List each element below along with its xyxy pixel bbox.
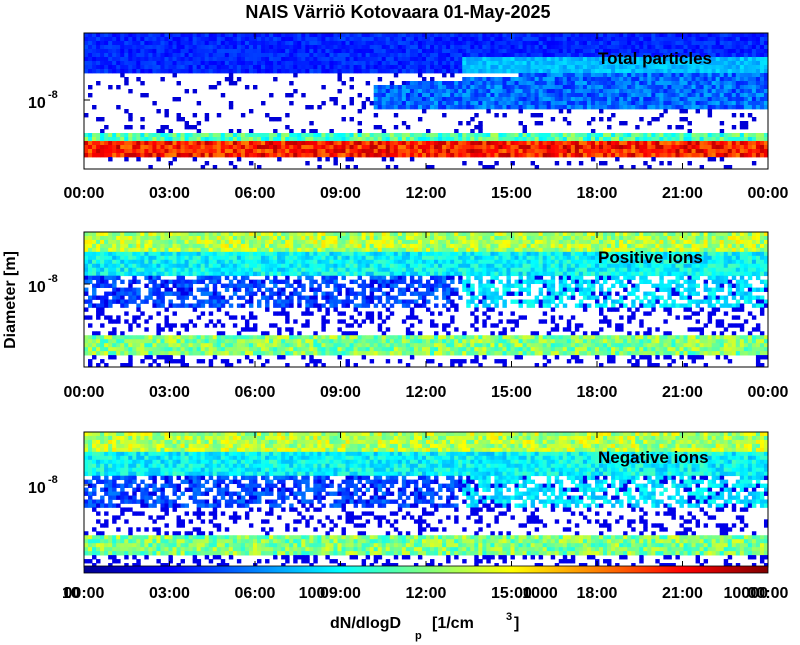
colorbar-label-close: ] [514,615,519,632]
x-tick-label: 09:00 [320,585,361,602]
y-tick-exponent: -8 [48,89,58,101]
x-tick-label: 00:00 [748,585,789,602]
panel-3: 00:00 03:00 06:00 09:00 12:00 15:00 18:00 21:00… [28,431,789,602]
x-tick-label: 12:00 [406,384,447,401]
panel-label: Total particles [598,49,712,68]
chart-title: NAIS Värriö Kotovaara 01-May-2025 [245,2,550,22]
panel-label: Negative ions [598,448,709,467]
panel-label: Positive ions [598,248,703,267]
x-tick-label: 18:00 [577,185,618,202]
x-tick-label: 00:00 [748,384,789,401]
x-tick-label: 00:00 [64,185,105,202]
colorbar-label-sub: p [415,630,422,642]
y-tick-label: 10 [28,279,46,296]
x-tick-label: 15:00 [491,384,532,401]
y-tick-label: 10 [28,480,46,497]
heatmap-1 [84,33,768,169]
x-tick-label: 00:00 [64,585,105,602]
panel-1: 00:00 03:00 06:00 09:00 12:00 15:00 18:00 21:00… [28,32,789,202]
y-tick-exponent: -8 [48,474,58,486]
x-tick-label: 21:00 [662,585,703,602]
colorbar-label-unit: [1/cm [432,615,474,632]
x-tick-label: 09:00 [320,384,361,401]
colorbar-bar [83,565,769,574]
colorbar-tick-label: 10000 [724,585,769,602]
panel-2: 00:00 03:00 06:00 09:00 12:00 15:00 18:00 21:00… [28,231,789,401]
colorbar-tick-label: 1000 [522,585,558,602]
x-tick-label: 15:00 [491,585,532,602]
y-tick-label: 10 [28,95,46,112]
x-tick-label: 18:00 [577,585,618,602]
x-tick-label: 21:00 [662,384,703,401]
colorbar-tick-label: 100 [299,585,326,602]
y-axis-label: Diameter [m] [2,251,19,349]
x-tick-label: 00:00 [748,185,789,202]
x-tick-label: 06:00 [235,185,276,202]
x-tick-label: 06:00 [235,585,276,602]
x-tick-label: 21:00 [662,185,703,202]
x-tick-label: 09:00 [320,185,361,202]
x-tick-label: 06:00 [235,384,276,401]
colorbar-label-exp: 3 [506,611,512,623]
x-tick-label: 12:00 [406,185,447,202]
x-tick-label: 12:00 [406,585,447,602]
x-tick-label: 18:00 [577,384,618,401]
x-tick-label: 03:00 [149,185,190,202]
x-tick-label: 03:00 [149,384,190,401]
heatmap-2 [84,232,768,367]
heatmap-3 [84,432,768,567]
colorbar-label: dN/dlogD [330,615,401,632]
colorbar-tick-label: 10 [62,585,80,602]
x-tick-label: 15:00 [491,185,532,202]
y-tick-exponent: -8 [48,273,58,285]
x-tick-label: 00:00 [64,384,105,401]
x-tick-label: 03:00 [149,585,190,602]
